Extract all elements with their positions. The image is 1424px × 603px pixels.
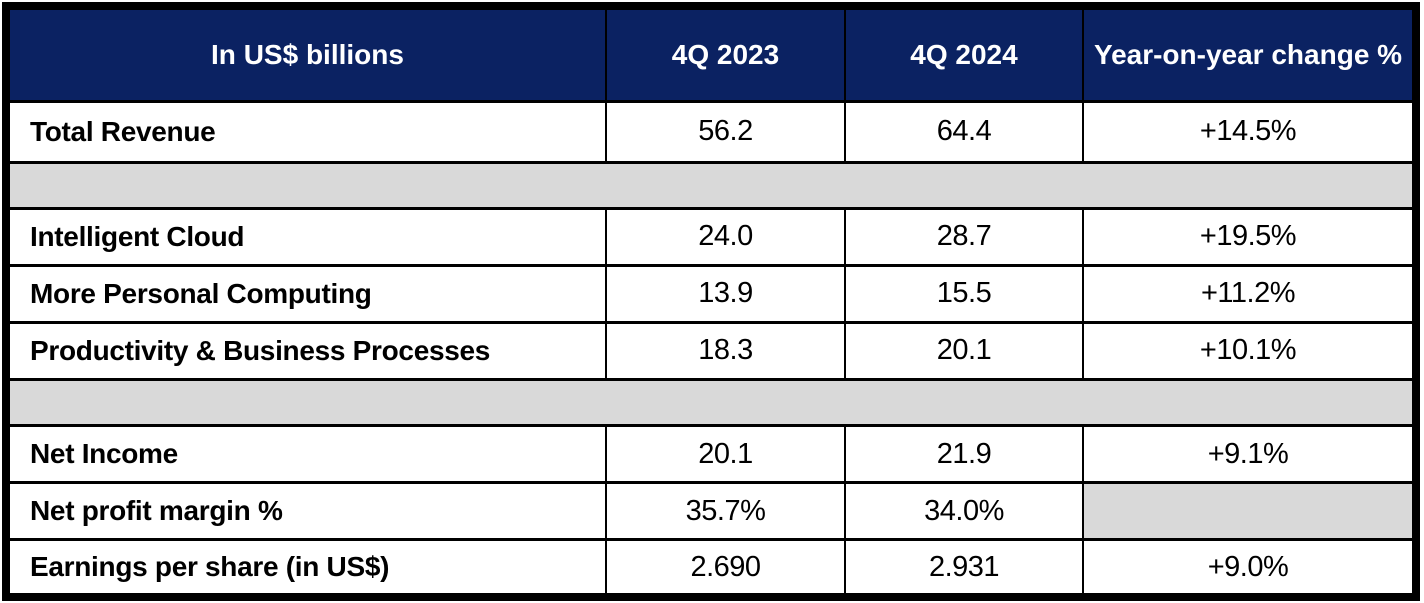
row-label: Intelligent Cloud xyxy=(5,206,607,267)
cell-4q2023: 56.2 xyxy=(605,99,846,164)
cell-4q2024: 34.0% xyxy=(844,481,1084,542)
table-row-net-income: Net Income 20.1 21.9 +9.1% xyxy=(5,424,1417,485)
row-label: More Personal Computing xyxy=(5,263,607,324)
header-4q2024: 4Q 2024 xyxy=(844,4,1084,103)
row-label: Total Revenue xyxy=(5,99,607,164)
cell-yoy-change: +9.1% xyxy=(1082,424,1417,485)
header-4q2023: 4Q 2023 xyxy=(605,4,846,103)
cell-4q2023: 18.3 xyxy=(605,320,846,382)
header-metric: In US$ billions xyxy=(5,4,607,103)
header-yoy-change: Year-on-year change % xyxy=(1082,4,1417,103)
cell-yoy-change: +10.1% xyxy=(1082,320,1417,382)
cell-yoy-change-empty xyxy=(1082,481,1417,542)
table-row-productivity-business-processes: Productivity & Business Processes 18.3 2… xyxy=(5,320,1417,382)
cell-4q2023: 20.1 xyxy=(605,424,846,485)
row-label: Net profit margin % xyxy=(5,481,607,542)
table-row-intelligent-cloud: Intelligent Cloud 24.0 28.7 +19.5% xyxy=(5,206,1417,267)
spacer-row xyxy=(5,160,1417,210)
cell-yoy-change: +9.0% xyxy=(1082,538,1417,599)
cell-4q2024: 21.9 xyxy=(844,424,1084,485)
table-header-row: In US$ billions 4Q 2023 4Q 2024 Year-on-… xyxy=(5,4,1417,103)
cell-4q2024: 20.1 xyxy=(844,320,1084,382)
row-label: Net Income xyxy=(5,424,607,485)
table-row-earnings-per-share: Earnings per share (in US$) 2.690 2.931 … xyxy=(5,538,1417,599)
row-label: Productivity & Business Processes xyxy=(5,320,607,382)
spacer-cell xyxy=(5,160,1417,210)
cell-4q2024: 64.4 xyxy=(844,99,1084,164)
cell-4q2023: 24.0 xyxy=(605,206,846,267)
cell-4q2024: 2.931 xyxy=(844,538,1084,599)
cell-yoy-change: +11.2% xyxy=(1082,263,1417,324)
row-label: Earnings per share (in US$) xyxy=(5,538,607,599)
table-row-total-revenue: Total Revenue 56.2 64.4 +14.5% xyxy=(5,99,1417,164)
cell-4q2023: 35.7% xyxy=(605,481,846,542)
cell-4q2023: 2.690 xyxy=(605,538,846,599)
table-row-net-profit-margin: Net profit margin % 35.7% 34.0% xyxy=(5,481,1417,542)
cell-4q2024: 28.7 xyxy=(844,206,1084,267)
cell-4q2023: 13.9 xyxy=(605,263,846,324)
spacer-cell xyxy=(5,378,1417,428)
cell-yoy-change: +19.5% xyxy=(1082,206,1417,267)
spacer-row xyxy=(5,378,1417,428)
table-row-more-personal-computing: More Personal Computing 13.9 15.5 +11.2% xyxy=(5,263,1417,324)
cell-yoy-change: +14.5% xyxy=(1082,99,1417,164)
cell-4q2024: 15.5 xyxy=(844,263,1084,324)
